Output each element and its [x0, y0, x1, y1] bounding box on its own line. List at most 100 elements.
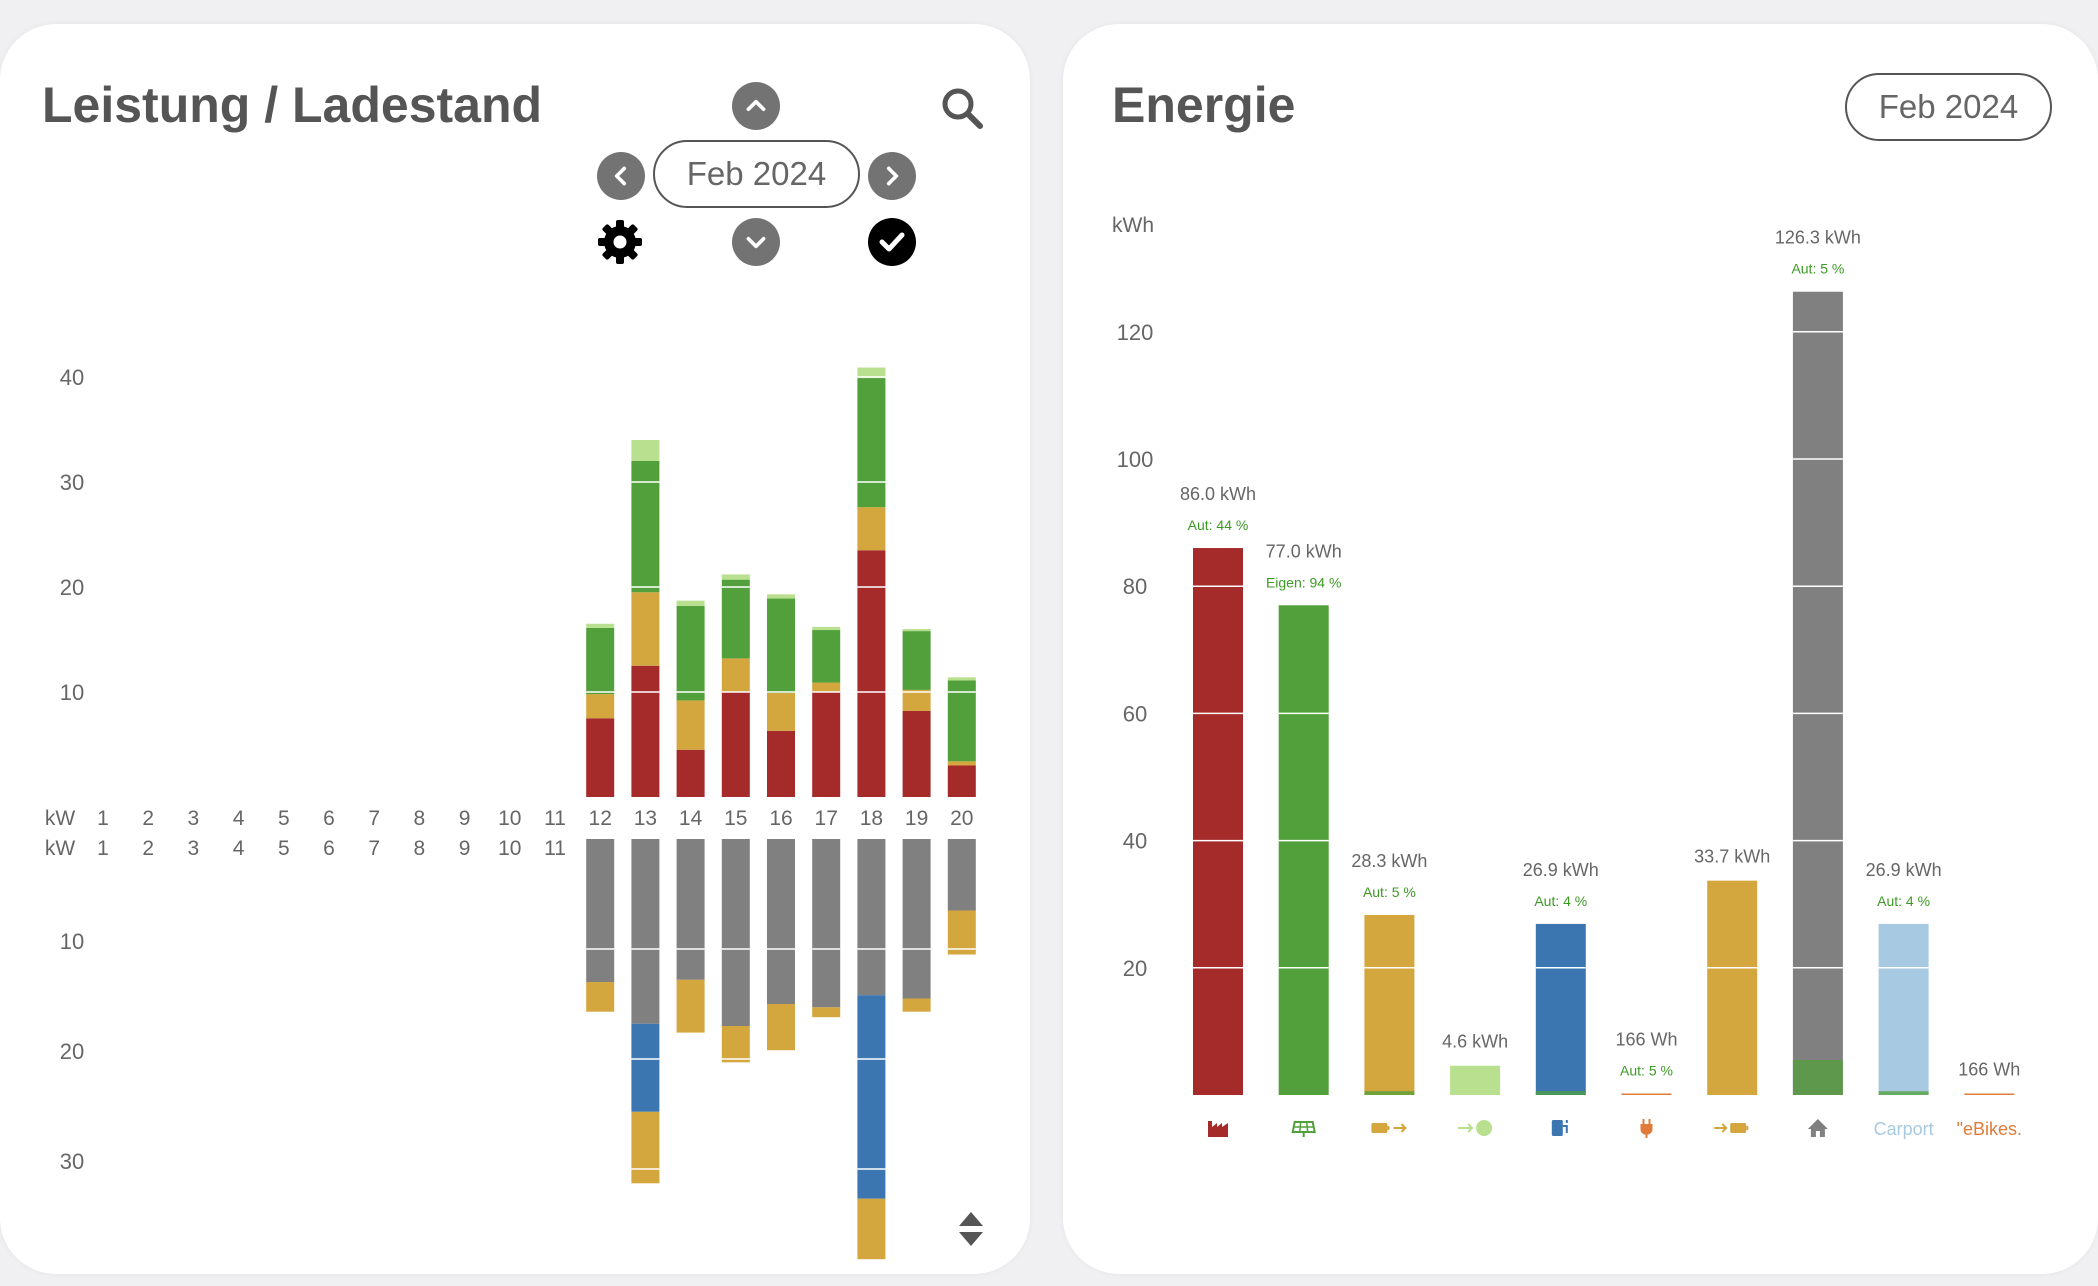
power-bar-segment: [676, 605, 705, 701]
consumption-bar-segment: [767, 839, 795, 1004]
power-bar-segment: [631, 665, 660, 797]
y-axis-tick: 80: [1123, 574, 1147, 599]
consumption-bar-segment: [767, 1004, 795, 1051]
power-bar-segment: [947, 680, 976, 762]
consumption-bar-segment: [586, 839, 615, 982]
energy-value-label: 77.0 kWh: [1266, 541, 1342, 561]
y-axis-tick: 20: [1123, 956, 1147, 981]
consumption-bar-segment: [586, 982, 615, 1012]
energy-bar: [1878, 923, 1929, 1095]
x-tick-label: 17: [815, 807, 838, 830]
power-bar-segment: [812, 692, 841, 797]
x-tick-label: 2: [142, 807, 154, 830]
energy-bar-own-share: [1364, 1091, 1415, 1095]
energy-value-label: 166 Wh: [1615, 1030, 1677, 1050]
power-bar-segment: [947, 677, 976, 681]
energy-chart: kWh 120 100 80 60 40 20 86.0 kWh Aut: 44 % 77.0 k…: [1112, 214, 2022, 1139]
power-bar-segment: [586, 718, 615, 797]
power-bar-segment: [676, 700, 705, 750]
power-bar-segment: [767, 594, 795, 599]
battery-charge-icon: [1714, 1123, 1749, 1133]
energy-bar: [1193, 548, 1243, 1095]
energy-bar: [1621, 1093, 1672, 1095]
consumption-bar-segment: [721, 839, 750, 1026]
x-tick-label: 6: [323, 837, 335, 860]
energy-date-selector[interactable]: Feb 2024: [1845, 73, 2052, 141]
x-tick-label: 10: [498, 807, 521, 830]
energy-autarky-label: Aut: 4 %: [1877, 893, 1930, 909]
check-icon[interactable]: [868, 218, 916, 266]
consumption-bar-segment: [631, 1111, 660, 1184]
energy-bar: [1792, 291, 1843, 1095]
upper-axis-tick: 30: [60, 470, 84, 495]
y-axis-tick: 120: [1117, 320, 1154, 345]
consumption-bar-segment: [902, 839, 931, 999]
plug-icon: [1640, 1119, 1653, 1138]
energy-value-label: 33.7 kWh: [1694, 847, 1770, 867]
power-bar-segment: [767, 730, 795, 797]
chevron-right-icon[interactable]: [868, 152, 916, 200]
energy-bar: [1450, 1065, 1501, 1095]
consumption-bar-segment: [947, 839, 976, 911]
x-tick-label: 19: [905, 807, 928, 830]
energy-bar: [1964, 1093, 2015, 1095]
y-axis-tick: 60: [1123, 701, 1147, 726]
energy-bar: [1278, 605, 1329, 1095]
energy-bar-own-share: [1878, 1091, 1929, 1095]
x-tick-label: 16: [769, 807, 792, 830]
power-bar-segment: [902, 629, 931, 632]
energy-autarky-label: Aut: 5 %: [1363, 884, 1416, 900]
upper-axis-tick: 20: [60, 575, 84, 600]
category-label: Carport: [1874, 1119, 1934, 1139]
search-icon[interactable]: [938, 84, 986, 132]
lower-unit-label: kW: [45, 837, 76, 860]
power-bar-segment: [902, 631, 931, 690]
energy-autarky-label: Aut: 44 %: [1188, 517, 1249, 533]
x-tick-label: 14: [679, 807, 703, 830]
x-tick-label: 1: [97, 807, 109, 830]
x-tick-label: 5: [278, 807, 290, 830]
chevron-down-icon[interactable]: [732, 218, 780, 266]
x-tick-label: 4: [233, 837, 245, 860]
power-bar-segment: [902, 710, 931, 797]
energy-autarky-label: Aut: 5 %: [1620, 1063, 1673, 1079]
gear-icon[interactable]: [596, 218, 644, 266]
energy-panel-title: Energie: [1112, 77, 1296, 133]
energy-value-label: 26.9 kWh: [1866, 860, 1942, 880]
power-bar-segment: [721, 579, 750, 659]
energy-panel: Energie Feb 2024 kWh 120 100 80 60 40 20 86.0 k…: [1063, 24, 2098, 1274]
power-bar-segment: [721, 658, 750, 692]
power-bar-segment: [767, 693, 795, 731]
x-tick-label: 2: [142, 837, 154, 860]
energy-value-label: 28.3 kWh: [1351, 851, 1427, 871]
power-bar-segment: [857, 367, 886, 379]
x-tick-label: 9: [459, 807, 471, 830]
energy-bar: [1535, 923, 1586, 1095]
sort-icon[interactable]: [956, 1210, 986, 1248]
x-tick-label: 11: [544, 807, 566, 830]
date-label: Feb 2024: [686, 155, 827, 192]
x-tick-label: 3: [188, 837, 200, 860]
consumption-bar-segment: [812, 839, 841, 1008]
lower-axis-tick: 20: [60, 1039, 84, 1064]
y-axis-tick: 40: [1123, 829, 1147, 854]
energy-autarky-label: Aut: 5 %: [1791, 261, 1844, 277]
energy-value-label: 86.0 kWh: [1180, 484, 1256, 504]
x-tick-label: 18: [860, 807, 883, 830]
consumption-bar-segment: [676, 839, 705, 980]
consumption-bar-segment: [857, 995, 886, 1199]
power-bar-segment: [676, 600, 705, 606]
energy-date-label: Feb 2024: [1878, 88, 2019, 125]
energy-autarky-label: Aut: 4 %: [1534, 893, 1587, 909]
power-bar-segment: [676, 749, 705, 797]
power-bar-segment: [902, 689, 931, 711]
power-bar-segment: [947, 761, 976, 766]
x-tick-label: 15: [724, 807, 747, 830]
consumption-bar-segment: [857, 1198, 886, 1260]
chevron-up-icon[interactable]: [732, 82, 780, 130]
energy-bar-own-share: [1792, 1060, 1843, 1095]
date-selector[interactable]: Feb 2024: [653, 140, 860, 208]
x-tick-label: 7: [368, 837, 380, 860]
power-panel: Leistung / Ladestand Feb 2024 40 30 2: [0, 24, 1030, 1274]
chevron-left-icon[interactable]: [597, 152, 645, 200]
